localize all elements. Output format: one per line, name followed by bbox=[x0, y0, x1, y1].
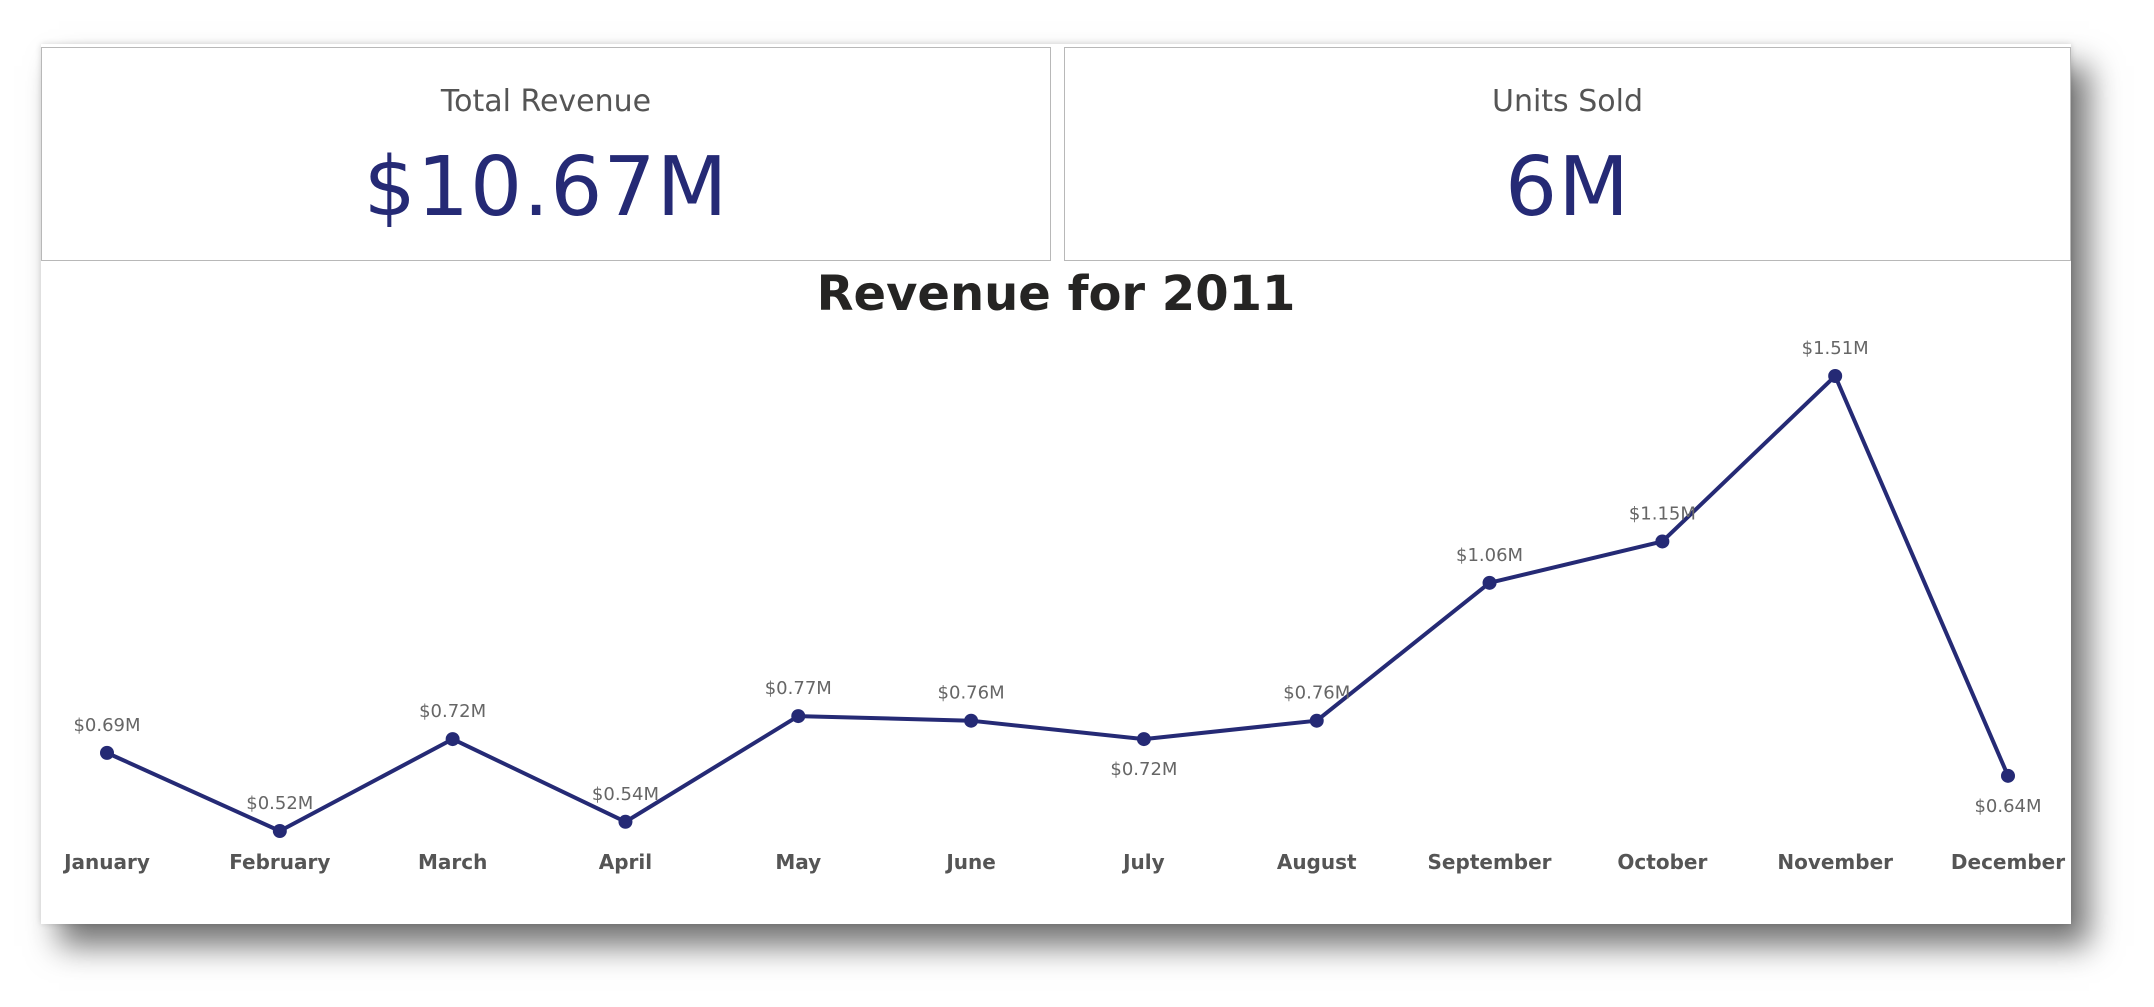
units-sold-label: Units Sold bbox=[1491, 84, 1643, 119]
data-label-september: $1.06M bbox=[1456, 545, 1523, 566]
data-point-july[interactable] bbox=[1136, 732, 1151, 747]
data-point-december[interactable] bbox=[2001, 768, 2015, 783]
revenue-line-chart[interactable]: $0.69M January $0.52M February $0.72M March $0… bbox=[41, 44, 2071, 924]
data-point-october[interactable] bbox=[1655, 534, 1670, 549]
data-label-march: $0.72M bbox=[419, 701, 486, 722]
x-tick-january: January bbox=[62, 850, 150, 874]
x-tick-november: November bbox=[1777, 850, 1893, 874]
total-revenue-label: Total Revenue bbox=[440, 84, 652, 119]
total-revenue-card[interactable]: Total Revenue $10.67M bbox=[41, 47, 1051, 261]
units-sold-card[interactable]: Units Sold 6M bbox=[1064, 47, 2071, 261]
units-sold-value: 6M bbox=[1505, 140, 1630, 235]
x-tick-april: April bbox=[599, 850, 652, 874]
data-point-march[interactable] bbox=[445, 732, 460, 747]
x-tick-august: August bbox=[1277, 850, 1357, 874]
data-label-december: $0.64M bbox=[1974, 796, 2041, 817]
data-point-august[interactable] bbox=[1309, 713, 1324, 728]
data-label-january: $0.69M bbox=[73, 715, 140, 736]
data-label-august: $0.76M bbox=[1283, 683, 1350, 704]
x-tick-may: May bbox=[775, 850, 821, 874]
x-tick-october: October bbox=[1617, 850, 1707, 874]
x-tick-march: March bbox=[418, 850, 487, 874]
x-tick-july: July bbox=[1121, 850, 1165, 874]
data-label-june: $0.76M bbox=[938, 683, 1005, 704]
total-revenue-value: $10.67M bbox=[363, 140, 729, 235]
data-label-may: $0.77M bbox=[765, 678, 832, 699]
data-point-april[interactable] bbox=[618, 814, 633, 829]
chart-title: Revenue for 2011 bbox=[816, 266, 1296, 322]
x-tick-february: February bbox=[229, 850, 330, 874]
data-point-june[interactable] bbox=[964, 713, 979, 728]
data-point-may[interactable] bbox=[791, 709, 806, 724]
data-label-october: $1.15M bbox=[1629, 503, 1696, 524]
x-tick-december: December bbox=[1951, 850, 2065, 874]
data-point-february[interactable] bbox=[272, 824, 287, 838]
data-point-november[interactable] bbox=[1828, 369, 1843, 383]
x-tick-june: June bbox=[944, 850, 995, 874]
data-point-september[interactable] bbox=[1482, 575, 1497, 590]
revenue-series-line bbox=[106, 374, 2010, 833]
data-label-february: $0.52M bbox=[246, 793, 313, 814]
data-label-november: $1.51M bbox=[1802, 338, 1869, 359]
data-label-july: $0.72M bbox=[1110, 759, 1177, 780]
x-tick-september: September bbox=[1428, 850, 1552, 874]
dashboard: Total Revenue $10.67M Units Sold 6M Reve… bbox=[41, 44, 2071, 924]
data-label-april: $0.54M bbox=[592, 784, 659, 805]
data-point-january[interactable] bbox=[100, 745, 114, 760]
